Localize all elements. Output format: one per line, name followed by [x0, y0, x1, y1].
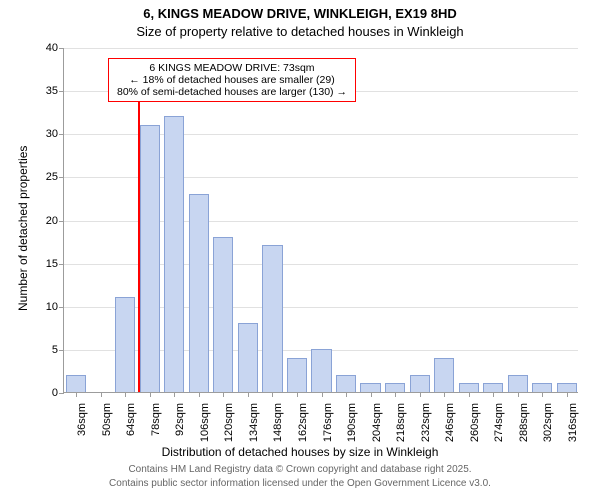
x-tick-mark: [420, 392, 421, 397]
bar: [140, 125, 160, 392]
x-tick-mark: [469, 392, 470, 397]
x-tick-mark: [174, 392, 175, 397]
y-tick-label: 30: [46, 128, 64, 140]
x-tick-label: 92sqm: [174, 398, 186, 436]
x-tick-label: 260sqm: [469, 398, 481, 442]
x-tick-mark: [223, 392, 224, 397]
y-tick-label: 40: [46, 42, 64, 54]
bar: [238, 323, 258, 392]
callout-box: 6 KINGS MEADOW DRIVE: 73sqm ← 18% of det…: [108, 58, 356, 102]
bar: [115, 297, 135, 392]
y-tick-label: 10: [46, 301, 64, 313]
x-tick-label: 120sqm: [223, 398, 235, 442]
x-tick-label: 246sqm: [444, 398, 456, 442]
bar: [360, 383, 380, 392]
y-tick-label: 25: [46, 171, 64, 183]
x-tick-mark: [199, 392, 200, 397]
callout-line-1: 6 KINGS MEADOW DRIVE: 73sqm: [117, 62, 347, 74]
marker-line: [138, 90, 140, 392]
footer-line-2: Contains public sector information licen…: [0, 478, 600, 489]
x-tick-mark: [150, 392, 151, 397]
x-tick-label: 78sqm: [150, 398, 162, 436]
footer-line-1: Contains HM Land Registry data © Crown c…: [0, 464, 600, 475]
x-tick-label: 218sqm: [395, 398, 407, 442]
chart-title-line1: 6, KINGS MEADOW DRIVE, WINKLEIGH, EX19 8…: [0, 6, 600, 21]
x-tick-label: 204sqm: [371, 398, 383, 442]
x-tick-label: 232sqm: [420, 398, 432, 442]
bar: [164, 116, 184, 392]
bar: [483, 383, 503, 392]
x-tick-mark: [567, 392, 568, 397]
bar: [557, 383, 577, 392]
x-tick-label: 316sqm: [567, 398, 579, 442]
bar: [532, 383, 552, 392]
x-tick-mark: [395, 392, 396, 397]
x-tick-mark: [493, 392, 494, 397]
x-tick-mark: [101, 392, 102, 397]
x-tick-label: 288sqm: [518, 398, 530, 442]
bar: [66, 375, 86, 392]
y-tick-label: 5: [52, 344, 64, 356]
x-tick-label: 134sqm: [248, 398, 260, 442]
x-tick-mark: [346, 392, 347, 397]
x-tick-mark: [297, 392, 298, 397]
x-tick-mark: [272, 392, 273, 397]
bar: [508, 375, 528, 392]
x-tick-label: 36sqm: [76, 398, 88, 436]
y-tick-label: 15: [46, 258, 64, 270]
x-tick-label: 162sqm: [297, 398, 309, 442]
x-tick-label: 190sqm: [346, 398, 358, 442]
x-tick-mark: [542, 392, 543, 397]
bar: [287, 358, 307, 393]
callout-line-3: 80% of semi-detached houses are larger (…: [117, 86, 347, 98]
bar: [410, 375, 430, 392]
bar: [336, 375, 356, 392]
bar: [311, 349, 331, 392]
x-tick-mark: [248, 392, 249, 397]
x-tick-label: 148sqm: [272, 398, 284, 442]
x-tick-mark: [125, 392, 126, 397]
x-tick-mark: [444, 392, 445, 397]
gridline: [64, 48, 578, 49]
x-tick-label: 106sqm: [199, 398, 211, 442]
x-tick-label: 50sqm: [101, 398, 113, 436]
bar: [434, 358, 454, 393]
callout-line-2: ← 18% of detached houses are smaller (29…: [117, 74, 347, 86]
x-tick-label: 302sqm: [542, 398, 554, 442]
x-tick-mark: [76, 392, 77, 397]
x-tick-mark: [371, 392, 372, 397]
x-tick-mark: [518, 392, 519, 397]
bar: [459, 383, 479, 392]
y-tick-label: 0: [52, 387, 64, 399]
x-tick-label: 176sqm: [322, 398, 334, 442]
y-tick-label: 20: [46, 215, 64, 227]
chart-title-line2: Size of property relative to detached ho…: [0, 24, 600, 39]
bar: [262, 245, 282, 392]
y-axis-label: Number of detached properties: [16, 145, 30, 310]
x-tick-label: 64sqm: [125, 398, 137, 436]
y-tick-label: 35: [46, 85, 64, 97]
x-tick-label: 274sqm: [493, 398, 505, 442]
x-axis-label: Distribution of detached houses by size …: [0, 445, 600, 459]
bar: [189, 194, 209, 392]
x-tick-mark: [322, 392, 323, 397]
bar: [213, 237, 233, 392]
bar: [385, 383, 405, 392]
